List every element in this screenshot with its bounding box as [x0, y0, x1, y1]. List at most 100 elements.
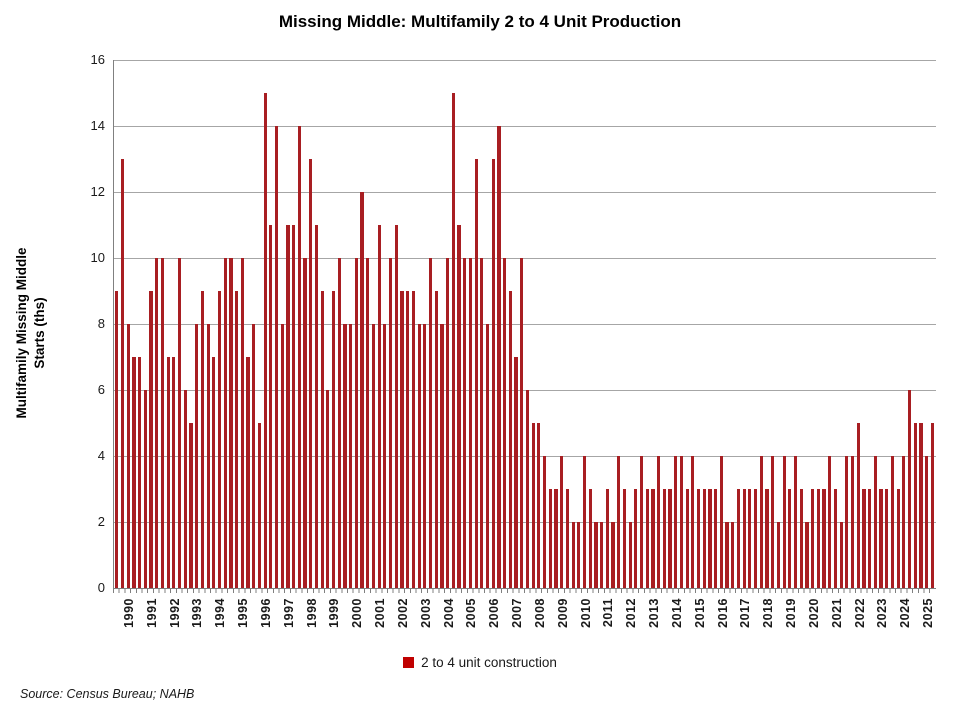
bar: [440, 324, 444, 588]
bar: [560, 456, 564, 588]
bar-slot: [508, 60, 514, 588]
bar: [896, 489, 900, 588]
bar: [160, 258, 165, 588]
bar: [349, 324, 353, 588]
bar-slot: [542, 60, 548, 588]
bar: [217, 291, 222, 588]
bar: [206, 324, 210, 588]
bar-slot: [428, 60, 434, 588]
bar: [525, 390, 530, 588]
bar: [833, 489, 838, 588]
bar-slot: [325, 60, 331, 588]
bar: [719, 456, 723, 588]
bar-slot: [456, 60, 462, 588]
bar: [594, 522, 598, 588]
bar: [377, 225, 381, 588]
bar-slot: [445, 60, 451, 588]
bar: [771, 456, 775, 588]
bar-slot: [188, 60, 194, 588]
bar-slot: [895, 60, 901, 588]
bar-slot: [667, 60, 673, 588]
bar: [782, 456, 786, 588]
bar-slot: [376, 60, 382, 588]
bar-slot: [479, 60, 485, 588]
bar-slot: [490, 60, 496, 588]
bar: [474, 159, 478, 588]
bar-slot: [502, 60, 508, 588]
bar: [520, 258, 524, 588]
bar-slot: [285, 60, 291, 588]
bar-slot: [639, 60, 645, 588]
bar-slot: [707, 60, 713, 588]
gridline: [114, 455, 936, 457]
bar: [890, 456, 895, 588]
bar-slot: [257, 60, 263, 588]
bar-slot: [416, 60, 422, 588]
bar-slot: [833, 60, 839, 588]
bar-slot: [844, 60, 850, 588]
bar-slot: [787, 60, 793, 588]
bar: [577, 522, 581, 588]
bar: [839, 522, 843, 588]
bar: [565, 489, 569, 588]
bar-slot: [137, 60, 143, 588]
bar: [195, 324, 199, 588]
bar: [571, 522, 575, 588]
bar: [274, 126, 279, 588]
bar-slot: [616, 60, 622, 588]
bar: [634, 489, 638, 588]
bar-slot: [399, 60, 405, 588]
bar: [925, 456, 929, 588]
bar-slot: [770, 60, 776, 588]
y-tick-label: 6: [97, 382, 105, 397]
bar-slot: [798, 60, 804, 588]
bar: [759, 456, 763, 588]
bar-slot: [582, 60, 588, 588]
bar-slot: [319, 60, 325, 588]
bar-slot: [336, 60, 342, 588]
y-tick-label: 14: [90, 118, 105, 133]
bar: [776, 522, 780, 588]
bar: [166, 357, 170, 588]
bar-slot: [553, 60, 559, 588]
bar-slot: [359, 60, 365, 588]
bar: [463, 258, 467, 588]
bar-slot: [599, 60, 605, 588]
bar: [120, 159, 125, 588]
bar-slot: [690, 60, 696, 588]
bar-slot: [314, 60, 320, 588]
bar-slot: [393, 60, 399, 588]
bar: [856, 423, 860, 588]
bar-slot: [662, 60, 668, 588]
bar: [446, 258, 450, 588]
bar-slot: [918, 60, 924, 588]
bar: [428, 258, 433, 588]
bar: [537, 423, 541, 588]
bar-slot: [165, 60, 171, 588]
bar: [394, 225, 398, 588]
bar-slot: [701, 60, 707, 588]
bar: [331, 291, 336, 588]
bar-slot: [291, 60, 297, 588]
bar-slot: [143, 60, 149, 588]
bar-slot: [131, 60, 137, 588]
bar-slot: [365, 60, 371, 588]
bar-slot: [587, 60, 593, 588]
bar: [691, 456, 695, 588]
bar: [600, 522, 604, 588]
bar-slot: [200, 60, 206, 588]
gridline: [114, 323, 936, 325]
bar: [685, 489, 689, 588]
y-tick-label: 8: [97, 316, 105, 331]
bar: [246, 357, 250, 588]
bar: [383, 324, 387, 588]
bar-slot: [297, 60, 303, 588]
bar: [748, 489, 752, 588]
bar: [930, 423, 934, 588]
bar-slot: [593, 60, 599, 588]
bar: [371, 324, 376, 588]
bar: [508, 291, 512, 588]
bar-slot: [382, 60, 388, 588]
bar-slot: [684, 60, 690, 588]
